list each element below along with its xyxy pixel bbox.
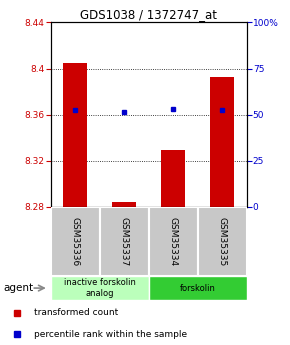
Bar	[100, 207, 148, 276]
Text: forskolin: forskolin	[180, 284, 215, 293]
Bar	[197, 207, 246, 276]
Text: agent: agent	[3, 283, 33, 293]
Text: GSM35334: GSM35334	[168, 217, 177, 266]
Text: transformed count: transformed count	[34, 308, 118, 317]
Bar	[51, 276, 148, 300]
Text: GSM35336: GSM35336	[71, 217, 80, 266]
Bar	[51, 207, 100, 276]
Bar	[148, 276, 246, 300]
Text: GSM35335: GSM35335	[218, 217, 226, 266]
Bar	[63, 63, 88, 207]
Bar	[148, 207, 197, 276]
Text: percentile rank within the sample: percentile rank within the sample	[34, 330, 187, 339]
Text: GSM35337: GSM35337	[120, 217, 129, 266]
Title: GDS1038 / 1372747_at: GDS1038 / 1372747_at	[80, 8, 217, 21]
Bar	[161, 150, 185, 207]
Bar	[210, 77, 234, 207]
Bar	[112, 203, 136, 207]
Text: inactive forskolin
analog: inactive forskolin analog	[64, 278, 136, 298]
